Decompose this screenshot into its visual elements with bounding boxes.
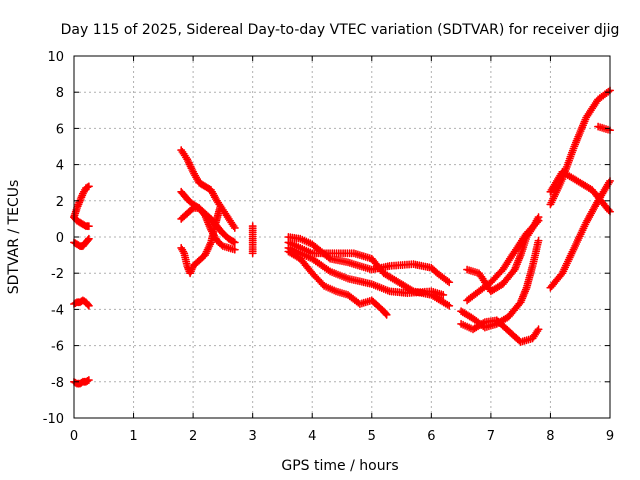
y-tick-label: 6 — [56, 122, 64, 137]
x-tick-label: 7 — [487, 429, 495, 444]
data-points — [177, 204, 224, 278]
x-tick-label: 1 — [129, 429, 137, 444]
series-track-14 — [284, 247, 391, 319]
y-tick-label: 10 — [47, 50, 64, 65]
x-tick-label: 0 — [70, 429, 78, 444]
x-axis-title: GPS time / hours — [281, 458, 398, 474]
data-points — [457, 316, 543, 346]
y-tick-label: -2 — [51, 267, 64, 282]
y-tick-label: -10 — [43, 412, 64, 427]
x-tick-label: 8 — [546, 429, 554, 444]
chart-title: Day 115 of 2025, Sidereal Day-to-day VTE… — [61, 22, 620, 38]
series-track-16 — [463, 216, 543, 305]
series-track-10 — [248, 222, 257, 258]
x-tick-label: 9 — [606, 429, 614, 444]
data-points — [546, 86, 614, 209]
y-tick-label: 0 — [56, 231, 64, 246]
x-tick-label: 2 — [189, 429, 197, 444]
y-tick-label: -6 — [51, 340, 64, 355]
x-tick-label: 6 — [427, 429, 435, 444]
y-axis-title: SDTVAR / TECUs — [6, 180, 22, 295]
y-tick-label: -4 — [51, 303, 64, 318]
x-tick-label: 5 — [368, 429, 376, 444]
tick-layer — [73, 55, 611, 419]
y-tick-label: 8 — [56, 86, 64, 101]
data-points — [248, 222, 257, 258]
x-tick-label: 4 — [308, 429, 316, 444]
series-track-22 — [546, 176, 614, 292]
data-points — [463, 216, 543, 305]
data-points — [546, 176, 614, 292]
x-tick-labels: 0 1 2 3 4 5 6 7 8 9 — [70, 429, 614, 444]
y-tick-label: 2 — [56, 195, 64, 210]
y-tick-label: 4 — [56, 159, 64, 174]
series-layer — [70, 86, 614, 388]
y-tick-label: -8 — [51, 376, 64, 391]
series-track-09 — [177, 204, 224, 278]
series-track-18 — [457, 316, 543, 346]
data-points — [284, 247, 391, 319]
series-track-19 — [546, 86, 614, 209]
x-tick-label: 3 — [249, 429, 257, 444]
y-tick-labels: -10 -8 -6 -4 -2 0 2 4 6 8 10 — [43, 50, 64, 427]
